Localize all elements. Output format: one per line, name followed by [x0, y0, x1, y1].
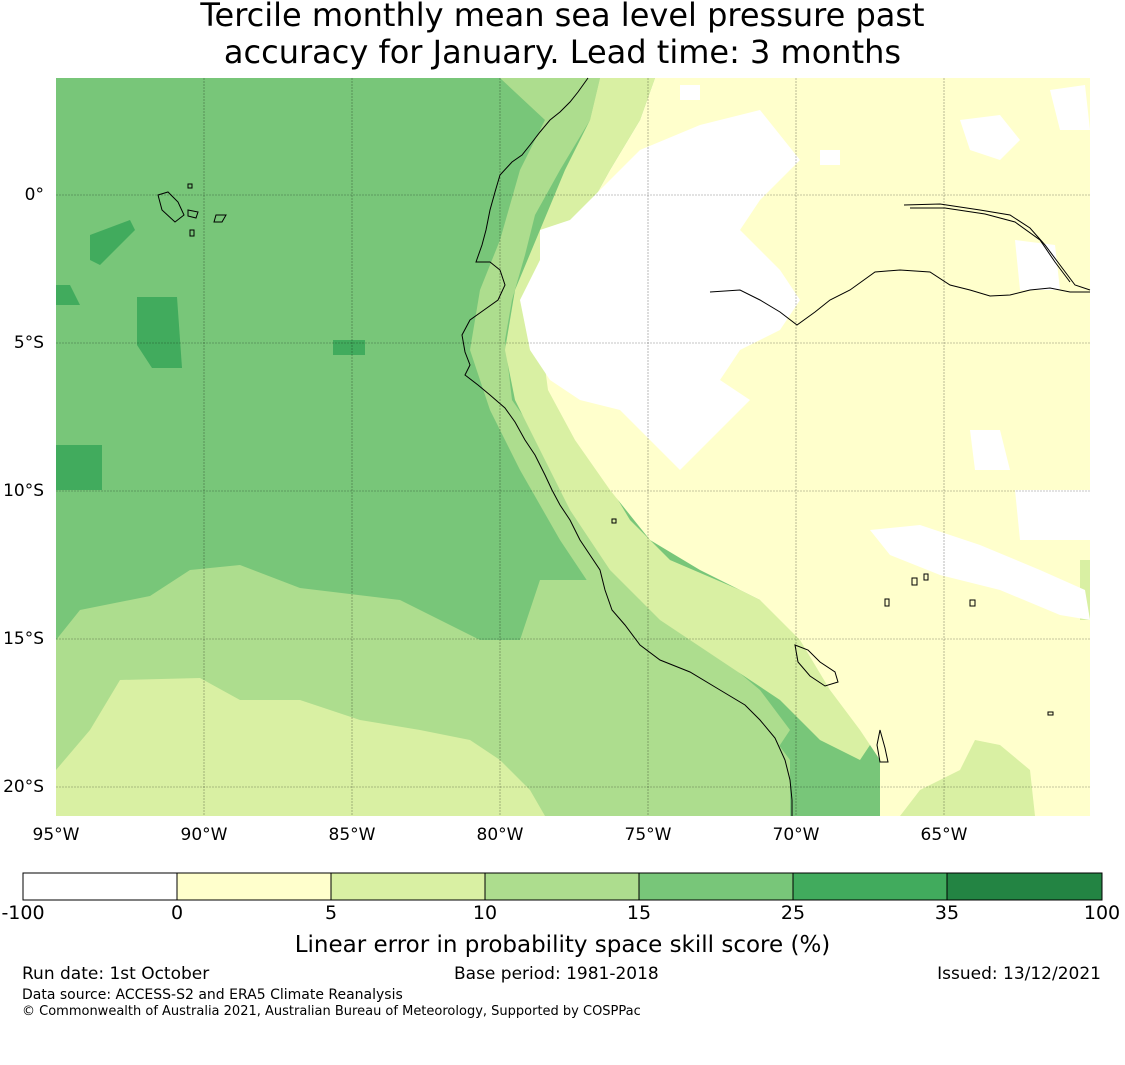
colorbar-tick-0: 0	[170, 902, 184, 924]
coastline	[157, 77, 1091, 816]
galapagos-4	[187, 183, 193, 189]
colorbar-segment-6	[793, 873, 947, 900]
island-small-3	[923, 573, 929, 581]
colorbar-label: Linear error in probability space skill …	[294, 932, 831, 958]
lake-poopo	[876, 729, 889, 763]
zone-negative-ne-corner	[1050, 85, 1090, 130]
zone-darker-green-patch-3	[333, 340, 365, 355]
lat-label-0: 0°	[25, 185, 44, 205]
data-source-text: Data source: ACCESS-S2 and ERA5 Climate …	[22, 987, 403, 1003]
lon-label-95w: 95°W	[33, 825, 80, 845]
colorbar-tick-35: 35	[934, 902, 960, 924]
colorbar-segment-5	[639, 873, 793, 900]
island-small-4	[884, 598, 890, 607]
lat-label-20s: 20°S	[3, 777, 44, 797]
zone-darker-green-patch-2	[90, 220, 135, 265]
lon-label-70w: 70°W	[773, 825, 820, 845]
zone-negative-band	[870, 525, 1090, 620]
colorbar-segment-7	[947, 873, 1102, 900]
colorbar-tick-100: 100	[1083, 902, 1121, 924]
colorbar	[22, 872, 1103, 901]
colorbar-outline	[22, 872, 1103, 901]
zone-darker-green-patch-1	[137, 297, 182, 368]
amazon-river	[709, 269, 1090, 326]
river-upper	[903, 203, 1091, 291]
colorbar-segment-1	[23, 873, 177, 900]
base-period-text: Base period: 1981-2018	[454, 964, 659, 984]
lake-titicaca	[794, 644, 839, 687]
zone-darker-green-patch-4	[56, 285, 80, 305]
island-small-5	[969, 599, 976, 607]
river-upper-2	[910, 207, 1071, 283]
galapagos-2	[187, 209, 199, 219]
zone-darker-green-west-patch	[56, 445, 102, 490]
map-panel	[56, 77, 1091, 816]
colorbar-tick-5: 5	[324, 902, 338, 924]
colorbar-tick-10: 10	[472, 902, 498, 924]
galapagos-1	[157, 191, 185, 223]
copyright-text: © Commonwealth of Australia 2021, Austra…	[22, 1004, 641, 1019]
graticule	[56, 78, 1090, 816]
zone-5-10-southeast	[900, 740, 1035, 816]
zone-negative-north	[960, 115, 1020, 160]
latitude-labels: 0° 5°S 10°S 15°S 20°S	[3, 185, 44, 797]
island-small-2	[911, 577, 918, 586]
zone-10-15-coastal	[470, 78, 790, 760]
lat-label-10s: 10°S	[3, 481, 44, 501]
south-america-coast	[461, 77, 793, 816]
run-date-text: Run date: 1st October	[22, 964, 210, 984]
lon-label-75w: 75°W	[625, 825, 672, 845]
colorbar-tick-15: 15	[626, 902, 652, 924]
zone-negative-small-2	[680, 85, 700, 100]
lat-label-15s: 15°S	[3, 629, 44, 649]
galapagos-5	[189, 229, 195, 237]
zone-negative-southeast	[1015, 490, 1090, 540]
issued-date-text: Issued: 13/12/2021	[937, 964, 1101, 984]
colorbar-segment-4	[485, 873, 639, 900]
island-small-1	[611, 518, 617, 524]
lon-label-90w: 90°W	[181, 825, 228, 845]
island-small-6	[1047, 711, 1054, 716]
lon-label-65w: 65°W	[921, 825, 968, 845]
zone-5-10-south	[56, 678, 545, 816]
colorbar-segment-3	[331, 873, 485, 900]
colorbar-tick-25: 25	[780, 902, 806, 924]
map-title-line-1: Tercile monthly mean sea level pressure …	[200, 0, 925, 34]
map-title-line-2: accuracy for January. Lead time: 3 month…	[223, 33, 902, 71]
lon-label-85w: 85°W	[329, 825, 376, 845]
colorbar-segment-2	[177, 873, 331, 900]
lat-label-5s: 5°S	[14, 333, 44, 353]
colorbar-tick-neg100: -100	[1, 902, 45, 924]
galapagos-3	[213, 214, 227, 223]
zone-negative-east-lower	[970, 430, 1010, 470]
longitude-labels: 95°W 90°W 85°W 80°W 75°W 70°W 65°W	[33, 825, 968, 845]
zone-negative-small-1	[820, 150, 840, 165]
lon-label-80w: 80°W	[477, 825, 524, 845]
zone-negative-east	[1015, 240, 1060, 290]
zone-negative-central	[520, 110, 800, 470]
